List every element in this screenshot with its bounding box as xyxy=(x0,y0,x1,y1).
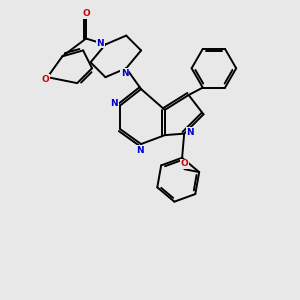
Text: N: N xyxy=(96,38,104,47)
Text: N: N xyxy=(136,146,143,154)
Text: O: O xyxy=(41,75,49,84)
Text: N: N xyxy=(186,128,194,137)
Text: O: O xyxy=(180,159,188,168)
Text: N: N xyxy=(121,69,128,78)
Text: N: N xyxy=(110,99,118,108)
Text: O: O xyxy=(82,9,90,18)
